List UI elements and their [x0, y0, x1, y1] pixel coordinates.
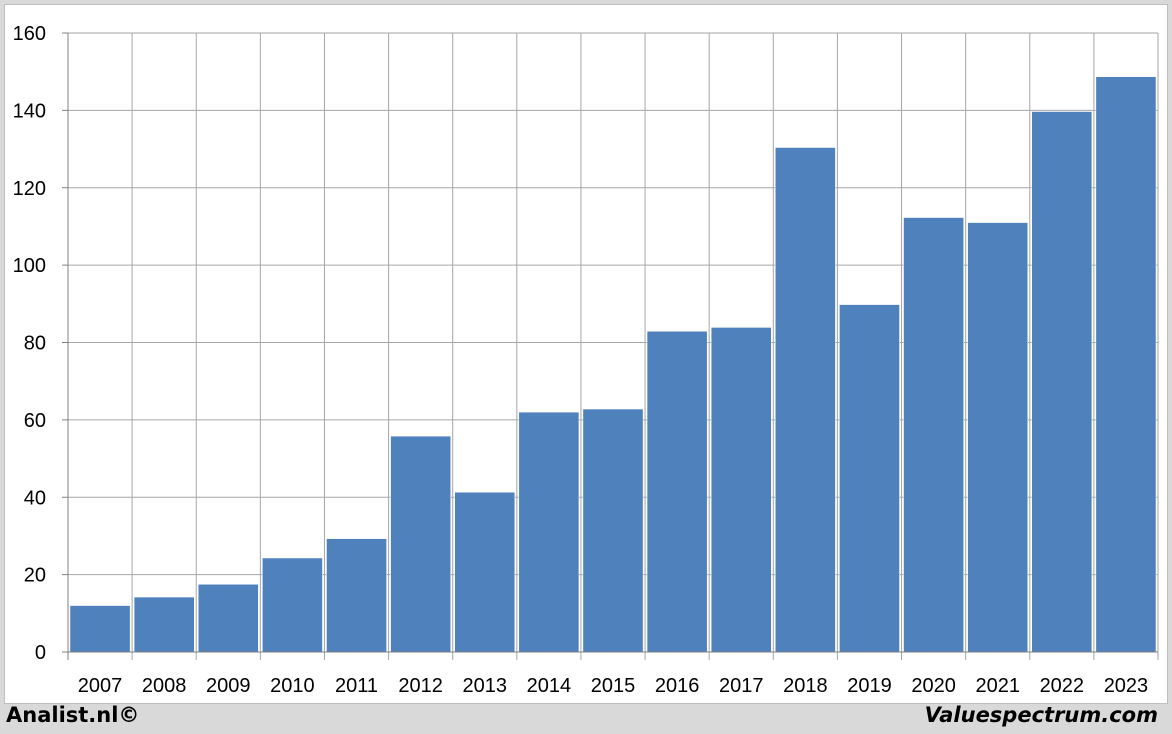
bar [390, 435, 451, 653]
x-tick-label: 2012 [398, 675, 443, 697]
bar [69, 605, 131, 653]
y-tick-label: 80 [24, 333, 46, 355]
y-tick-label: 20 [24, 565, 46, 587]
y-tick-label: 160 [13, 23, 46, 45]
x-tick-label: 2014 [527, 675, 572, 697]
y-tick-label: 40 [24, 487, 46, 509]
x-tick-label: 2016 [655, 675, 700, 697]
source-credit-left: Analist.nl© [6, 703, 140, 727]
x-tick-label: 2022 [1040, 675, 1085, 697]
bar [133, 596, 195, 653]
y-tick-labels: 0 20 40 60 80 100 120 140 160 [13, 23, 46, 664]
bar [582, 408, 644, 653]
bar [1095, 76, 1157, 653]
x-tick-label: 2015 [591, 675, 636, 697]
x-tick-label: 2009 [206, 675, 251, 697]
bar [197, 584, 259, 653]
y-tick-label: 60 [24, 410, 46, 432]
x-tick-label: 2007 [78, 675, 123, 697]
bar [1031, 111, 1093, 653]
bar [710, 327, 772, 653]
y-tick-label: 100 [13, 255, 46, 277]
y-tick-label: 120 [13, 178, 46, 200]
y-tick-label: 0 [35, 642, 46, 664]
axes [67, 33, 1158, 653]
x-tick-label: 2021 [975, 675, 1020, 697]
x-tick-label: 2020 [911, 675, 956, 697]
source-credit-right: Valuespectrum.com [924, 703, 1158, 727]
x-tick-label: 2010 [270, 675, 315, 697]
x-tick-label: 2011 [335, 675, 378, 697]
bar [262, 557, 323, 653]
x-tick-label: 2008 [142, 675, 187, 697]
bars [69, 76, 1157, 653]
bar [839, 304, 900, 653]
x-tick-label: 2017 [719, 675, 764, 697]
x-tick-label: 2013 [463, 675, 508, 697]
bar [967, 222, 1029, 653]
y-tick-label: 140 [13, 100, 46, 122]
x-tick-labels: 2007 2008 2009 2010 2011 2012 2013 2014 2015 2016… [78, 675, 1148, 697]
bar [775, 147, 836, 653]
x-tick-label: 2019 [847, 675, 892, 697]
bar [326, 538, 387, 653]
bar [646, 331, 708, 653]
bar [454, 491, 516, 653]
x-tick-label: 2023 [1104, 675, 1149, 697]
x-tick-label: 2018 [783, 675, 828, 697]
bar [518, 411, 580, 653]
bar [903, 217, 964, 653]
